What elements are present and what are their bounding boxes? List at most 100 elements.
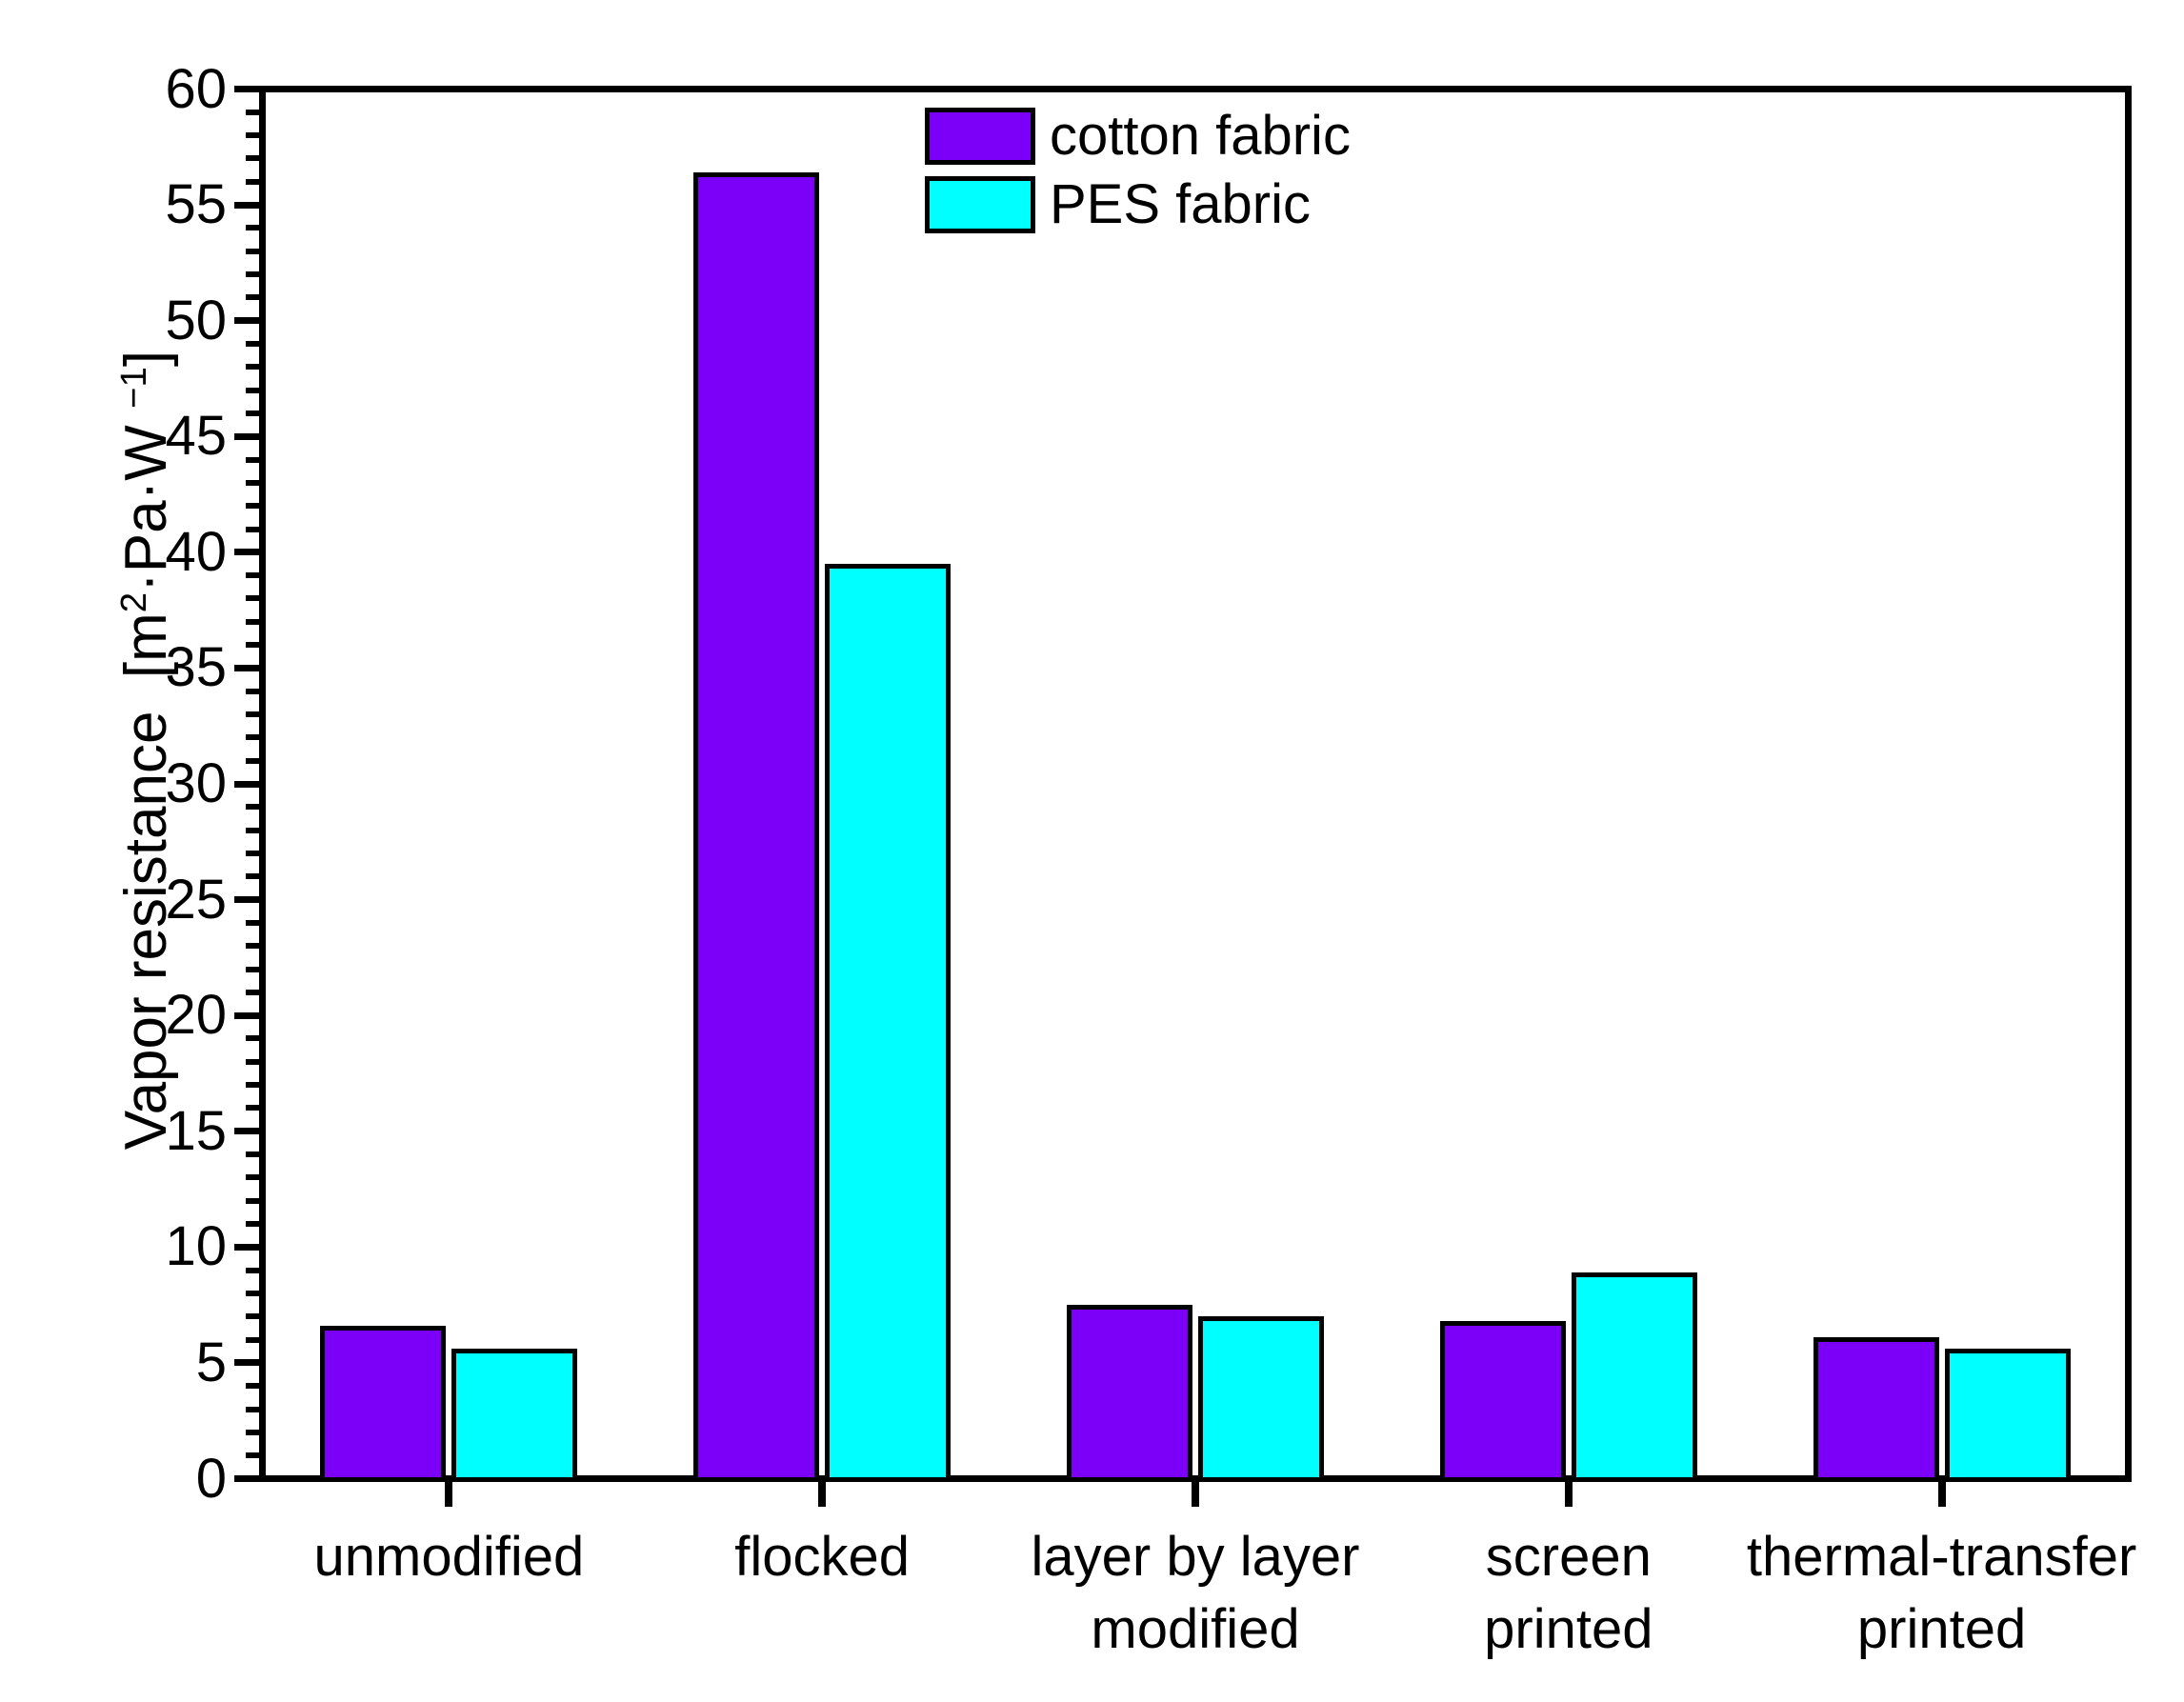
bar-cotton-fabric-unmodified — [320, 1325, 447, 1482]
y-minor-tick — [246, 1197, 259, 1204]
y-minor-tick — [246, 1035, 259, 1042]
y-axis-line — [259, 86, 266, 1482]
y-tick-label: 0 — [195, 1447, 227, 1510]
y-major-tick — [234, 896, 259, 904]
y-minor-tick — [246, 178, 259, 185]
y-minor-tick — [246, 711, 259, 718]
y-minor-tick — [246, 1290, 259, 1296]
y-minor-tick — [246, 271, 259, 278]
x-category-label-line: screen — [1485, 1526, 1652, 1588]
y-minor-tick — [246, 919, 259, 926]
x-category-label-line: printed — [1856, 1598, 2027, 1660]
bar-PES-fabric-screen-printed — [1571, 1272, 1697, 1482]
x-tick — [1937, 1482, 1946, 1507]
y-minor-tick — [246, 1429, 259, 1435]
legend-label-pes-fabric: PES fabric — [1050, 173, 1311, 235]
x-tick — [1192, 1482, 1199, 1507]
y-axis-title-bracket: ] — [113, 350, 179, 368]
y-major-tick — [234, 1475, 259, 1482]
y-minor-tick — [246, 1383, 259, 1390]
legend-label-cotton-fabric: cotton fabric — [1050, 105, 1351, 167]
y-minor-tick — [246, 989, 259, 995]
y-minor-tick — [246, 1105, 259, 1111]
x-category-label: unmodified — [201, 1521, 696, 1593]
top-axis-line — [259, 86, 2132, 92]
y-minor-tick — [246, 572, 259, 579]
y-minor-tick — [246, 1267, 259, 1273]
y-minor-tick — [246, 109, 259, 115]
y-minor-tick — [246, 387, 259, 393]
y-minor-tick — [246, 132, 259, 139]
y-minor-tick — [246, 757, 259, 764]
bar-PES-fabric-unmodified — [451, 1349, 578, 1482]
y-major-tick — [234, 432, 259, 440]
y-minor-tick — [246, 1313, 259, 1320]
y-minor-tick — [246, 364, 259, 370]
y-minor-tick — [246, 966, 259, 972]
y-minor-tick — [246, 526, 259, 532]
y-major-tick — [234, 1128, 259, 1135]
y-minor-tick — [246, 688, 259, 694]
y-tick-label: 5 — [195, 1331, 227, 1393]
y-tick-label: 30 — [165, 752, 227, 814]
y-major-tick — [234, 549, 259, 556]
y-minor-tick — [246, 294, 259, 301]
y-major-tick — [234, 664, 259, 671]
y-tick-label: 25 — [165, 868, 227, 931]
y-minor-tick — [246, 410, 259, 416]
x-category-label-line: flocked — [734, 1526, 911, 1588]
y-minor-tick — [246, 456, 259, 463]
legend-swatch-cotton-fabric — [925, 108, 1035, 165]
x-tick — [445, 1482, 453, 1507]
y-minor-tick — [246, 734, 259, 741]
y-minor-tick — [246, 155, 259, 162]
y-minor-tick — [246, 1082, 259, 1089]
y-minor-tick — [246, 850, 259, 856]
x-category-label: thermal-transfer printed — [1694, 1521, 2184, 1666]
x-category-label: layer by layer modified — [948, 1521, 1443, 1666]
bar-PES-fabric-flocked — [825, 563, 952, 1482]
x-category-label-line: printed — [1484, 1598, 1653, 1660]
x-tick — [1564, 1482, 1573, 1507]
y-minor-tick — [246, 595, 259, 602]
x-tick — [818, 1482, 827, 1507]
bar-PES-fabric-layer-by-layer-modified — [1198, 1316, 1324, 1482]
y-major-tick — [234, 1011, 259, 1019]
y-minor-tick — [246, 503, 259, 510]
x-category-label-line: thermal-transfer — [1746, 1526, 2137, 1588]
y-axis-title-sup-minus1: −1 — [112, 367, 154, 409]
y-tick-label: 50 — [165, 289, 227, 351]
bar-cotton-fabric-screen-printed — [1439, 1321, 1566, 1482]
bar-cotton-fabric-thermal-transfer-printed — [1813, 1337, 1939, 1482]
bar-PES-fabric-thermal-transfer-printed — [1944, 1349, 2071, 1482]
y-minor-tick — [246, 804, 259, 811]
y-major-tick — [234, 86, 259, 92]
y-minor-tick — [246, 225, 259, 231]
y-major-tick — [234, 1243, 259, 1251]
y-tick-label: 10 — [165, 1215, 227, 1278]
x-category-label-line: unmodified — [313, 1526, 585, 1588]
y-minor-tick — [246, 1174, 259, 1181]
y-minor-tick — [246, 1406, 259, 1412]
right-axis-line — [2125, 86, 2132, 1482]
y-minor-tick — [246, 943, 259, 950]
x-axis-line — [259, 1475, 2132, 1482]
x-category-label: flocked — [574, 1521, 1070, 1593]
y-tick-label: 20 — [165, 984, 227, 1047]
x-category-label-line: modified — [1091, 1598, 1300, 1660]
y-tick-label: 60 — [165, 57, 227, 120]
y-tick-label: 15 — [165, 1099, 227, 1162]
y-minor-tick — [246, 827, 259, 833]
y-major-tick — [234, 780, 259, 788]
x-category-label: screen printed — [1321, 1521, 1816, 1666]
legend-swatch-pes-fabric — [925, 176, 1035, 233]
y-minor-tick — [246, 1336, 259, 1343]
y-minor-tick — [246, 479, 259, 486]
y-major-tick — [234, 1359, 259, 1367]
y-minor-tick — [246, 873, 259, 880]
y-minor-tick — [246, 1058, 259, 1065]
y-minor-tick — [246, 248, 259, 254]
y-major-tick — [234, 201, 259, 209]
y-minor-tick — [246, 618, 259, 625]
